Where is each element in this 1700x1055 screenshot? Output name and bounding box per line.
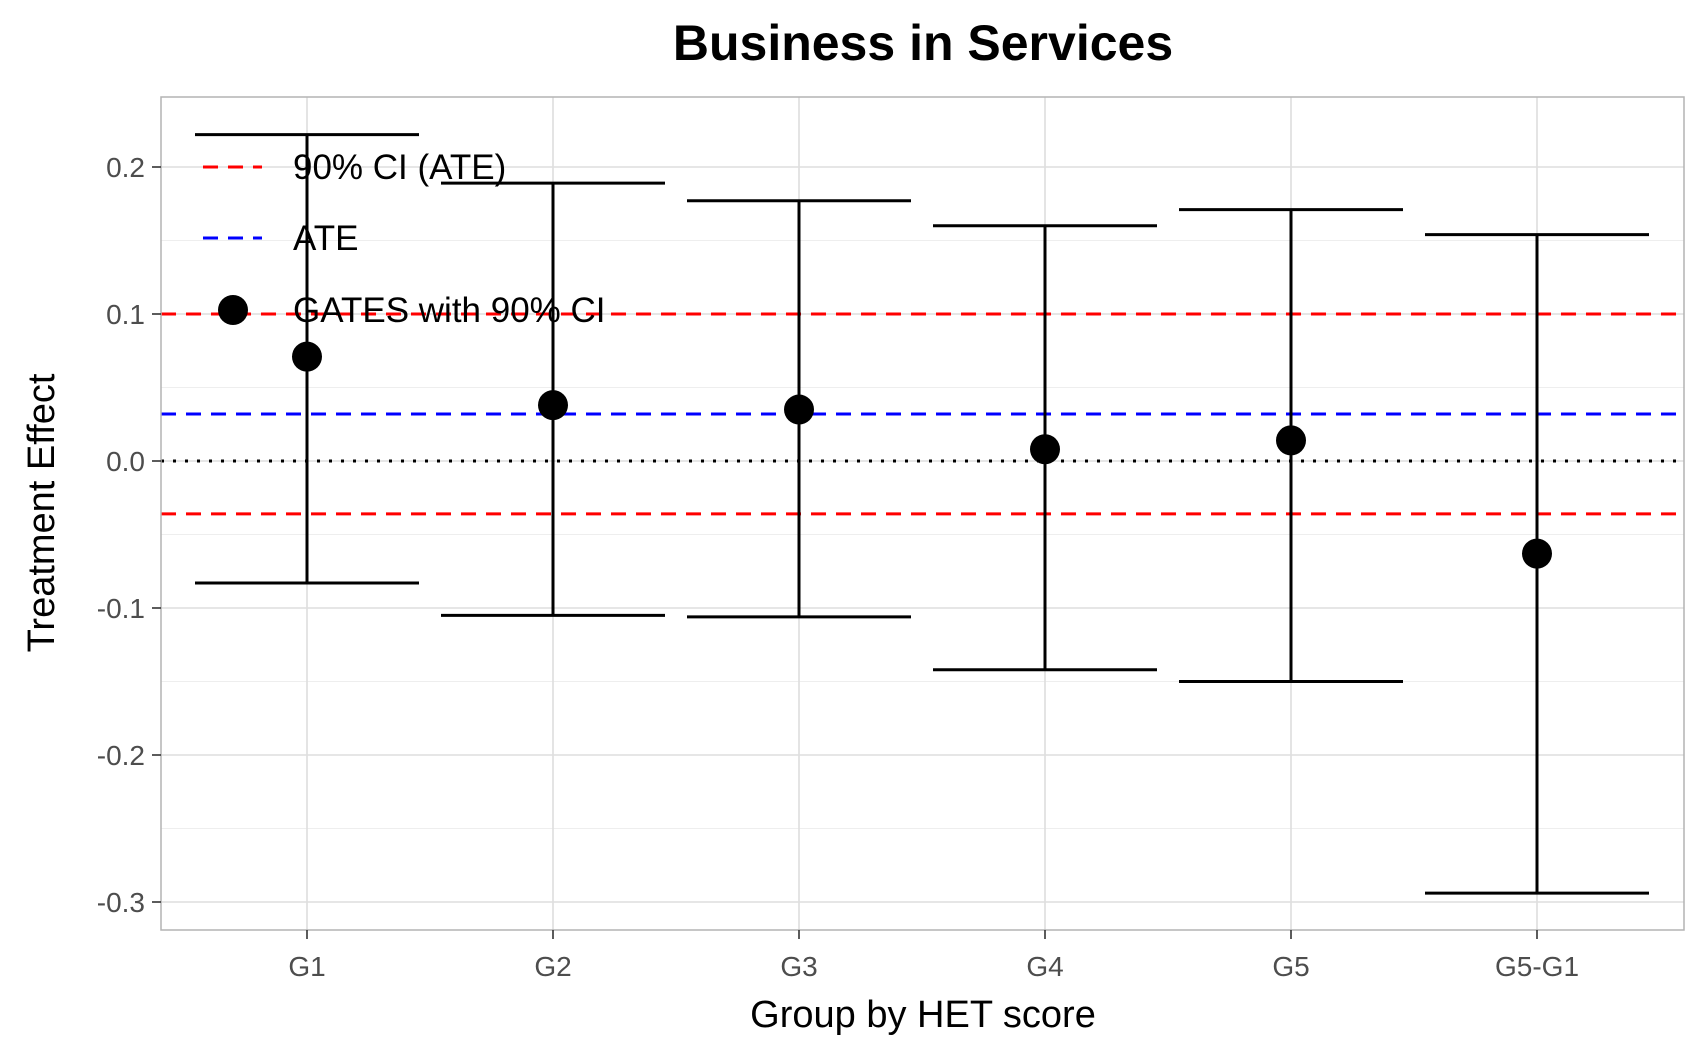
legend-label: 90% CI (ATE) [293, 148, 506, 187]
y-tick-label: -0.2 [97, 740, 145, 771]
y-tick-label: 0.2 [106, 152, 145, 183]
legend-item: ATE [203, 219, 358, 258]
legend-label: ATE [293, 219, 358, 258]
gates-point [784, 394, 814, 425]
legend-item: GATES with 90% CI [218, 291, 606, 330]
x-tick-label: G4 [1026, 951, 1063, 982]
legend-key-point [218, 295, 248, 325]
legend: 90% CI (ATE) ATE GATES with 90% CI [203, 148, 606, 330]
gates-point [1522, 538, 1552, 569]
y-tick-label: 0.0 [106, 446, 145, 477]
y-tick-label: -0.3 [97, 887, 145, 918]
x-axis-title: Group by HET score [750, 994, 1096, 1036]
x-axis-ticks: G1 G2 G3 G4 G5 G5-G1 [288, 930, 1579, 982]
gates-point [1276, 425, 1306, 456]
y-tick-label: 0.1 [106, 299, 145, 330]
gates-series [195, 133, 1649, 895]
y-axis-title: Treatment Effect [21, 373, 63, 652]
gates-point [1030, 434, 1060, 465]
y-tick-label: -0.1 [97, 593, 145, 624]
legend-label: GATES with 90% CI [293, 291, 606, 330]
x-tick-label: G3 [780, 951, 817, 982]
gates-point [538, 390, 568, 421]
x-tick-label: G2 [534, 951, 571, 982]
chart-title: Business in Services [673, 15, 1173, 71]
plot-panel-border [160, 96, 1685, 931]
x-tick-label: G5 [1272, 951, 1309, 982]
legend-item: 90% CI (ATE) [203, 148, 506, 187]
x-tick-label: G5-G1 [1495, 951, 1579, 982]
gates-point [292, 341, 322, 372]
reference-lines [161, 312, 1684, 516]
x-tick-label: G1 [288, 951, 325, 982]
y-axis-ticks: 0.2 0.1 0.0 -0.1 -0.2 -0.3 [97, 152, 161, 918]
